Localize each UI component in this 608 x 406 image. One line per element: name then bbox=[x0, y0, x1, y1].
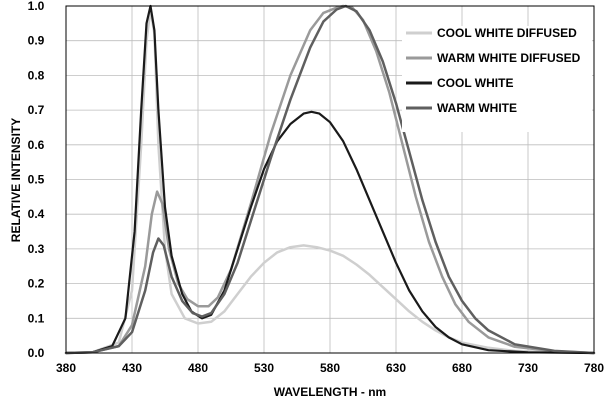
y-tick-label: 0.6 bbox=[28, 138, 45, 152]
x-tick-label: 530 bbox=[254, 361, 274, 375]
series-line-1 bbox=[64, 4, 596, 355]
y-axis-ticks: 0.0 0.1 0.2 0.3 0.4 0.5 0.6 0.7 0.8 0.9 1.0 bbox=[28, 0, 45, 360]
series-lines bbox=[64, 4, 596, 355]
y-tick-label: 0.9 bbox=[28, 34, 45, 48]
y-tick-label: 0.4 bbox=[28, 207, 45, 221]
legend-background bbox=[402, 26, 592, 132]
y-axis-title: RELATIVE INTENSITY bbox=[9, 118, 23, 242]
x-tick-label: 380 bbox=[56, 361, 76, 375]
y-tick-label: 0.1 bbox=[28, 311, 45, 325]
x-tick-label: 630 bbox=[386, 361, 406, 375]
x-tick-label: 580 bbox=[320, 361, 340, 375]
y-tick-label: 0.0 bbox=[28, 346, 45, 360]
y-tick-label: 1.0 bbox=[28, 0, 45, 13]
x-tick-label: 730 bbox=[518, 361, 538, 375]
series-line-3 bbox=[64, 4, 596, 355]
y-tick-label: 0.8 bbox=[28, 68, 45, 82]
plot-frame bbox=[65, 5, 595, 354]
x-tick-label: 480 bbox=[188, 361, 208, 375]
series-line-2 bbox=[64, 4, 596, 355]
y-tick-label: 0.2 bbox=[28, 277, 45, 291]
legend: COOL WHITE DIFFUSED WARM WHITE DIFFUSED CO… bbox=[402, 26, 592, 132]
x-axis-ticks: 380 430 480 530 580 630 680 730 780 bbox=[56, 361, 604, 375]
grid bbox=[65, 5, 595, 354]
x-axis-title: WAVELENGTH - nm bbox=[274, 385, 386, 399]
y-tick-label: 0.5 bbox=[28, 173, 45, 187]
y-tick-label: 0.3 bbox=[28, 242, 45, 256]
legend-label-2: COOL WHITE bbox=[437, 76, 513, 90]
legend-label-3: WARM WHITE bbox=[437, 101, 517, 115]
legend-label-0: COOL WHITE DIFFUSED bbox=[437, 26, 577, 40]
x-tick-label: 430 bbox=[122, 361, 142, 375]
legend-label-1: WARM WHITE DIFFUSED bbox=[437, 51, 581, 65]
x-tick-label: 780 bbox=[584, 361, 604, 375]
x-tick-label: 680 bbox=[452, 361, 472, 375]
y-tick-label: 0.7 bbox=[28, 103, 45, 117]
